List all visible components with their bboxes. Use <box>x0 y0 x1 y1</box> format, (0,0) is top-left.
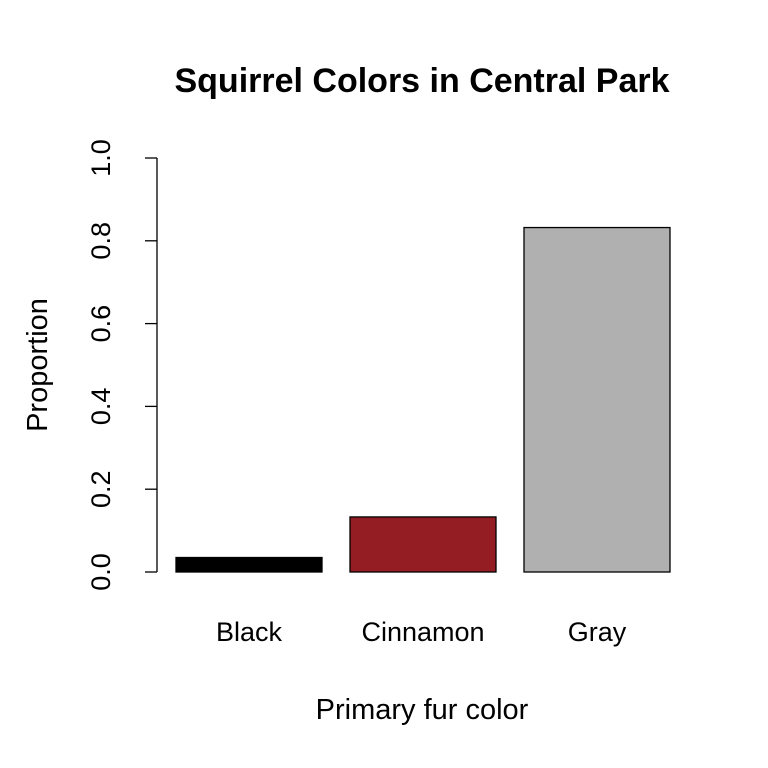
y-axis: 0.0 0.2 0.4 0.6 0.8 1.0 <box>86 139 158 591</box>
x-axis-tick-label: Black <box>216 617 283 647</box>
x-axis-tick-label: Cinnamon <box>361 617 484 647</box>
y-axis-tick-label: 1.0 <box>86 139 116 177</box>
x-axis-tick-labels: Black Cinnamon Gray <box>216 617 627 647</box>
y-axis-label: Proportion <box>22 298 54 432</box>
bars <box>175 226 671 573</box>
bar-black <box>175 556 323 573</box>
x-axis-label: Primary fur color <box>316 694 529 726</box>
y-axis-tick-label: 0.0 <box>86 553 116 591</box>
chart-title: Squirrel Colors in Central Park <box>174 62 669 100</box>
x-axis-tick-label: Gray <box>568 617 627 647</box>
y-axis-tick-label: 0.4 <box>86 388 116 426</box>
bar-cinnamon <box>349 516 497 573</box>
y-axis-tick-label: 0.8 <box>86 222 116 260</box>
bar-gray <box>523 226 671 573</box>
y-axis-tick-label: 0.6 <box>86 305 116 343</box>
y-axis-tick-label: 0.2 <box>86 470 116 508</box>
